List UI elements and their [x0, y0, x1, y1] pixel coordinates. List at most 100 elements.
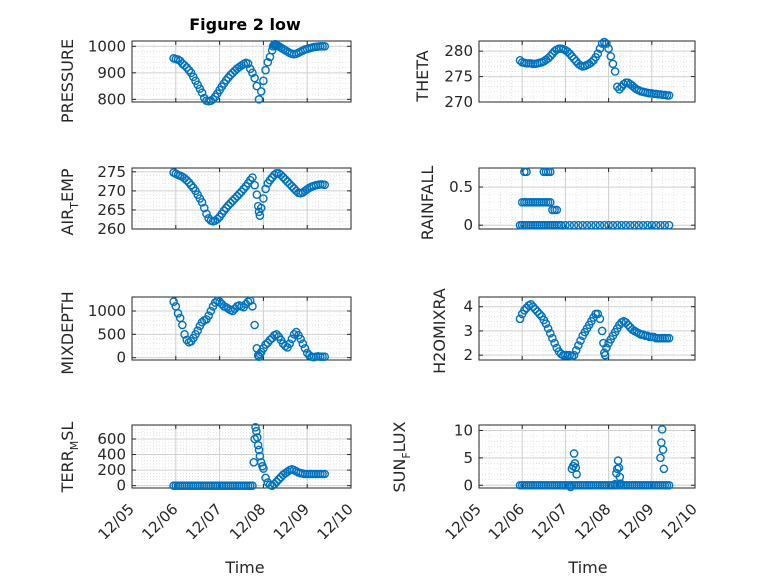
data-point: [289, 330, 299, 339]
data-point: [285, 179, 294, 189]
data-point: [197, 198, 207, 207]
data-point: [608, 59, 618, 69]
data-point: [621, 220, 631, 230]
data-point: [561, 220, 570, 230]
data-point: [253, 440, 263, 450]
data-point: [623, 320, 633, 330]
data-point: [298, 339, 308, 348]
data-point: [256, 87, 266, 96]
data-point: [543, 53, 553, 63]
y-tick-label: 0: [116, 349, 126, 367]
y-tick-label: 0: [116, 477, 126, 495]
data-point: [612, 464, 622, 474]
data-point: [522, 167, 531, 177]
data-point: [526, 299, 536, 309]
data-point: [215, 297, 224, 306]
axes-frame: [478, 40, 696, 103]
data-point: [656, 453, 665, 463]
ylabel-rainfall: RAINFALL: [418, 166, 437, 241]
data-point: [265, 335, 275, 345]
y-tick-label: 270: [97, 182, 126, 200]
data-point: [226, 70, 235, 80]
data-point: [283, 177, 292, 187]
ylabel-pressure: PRESSURE: [58, 39, 77, 123]
data-point: [230, 194, 240, 203]
data-point: [254, 95, 264, 104]
data-point: [243, 59, 253, 68]
data-point: [571, 346, 581, 355]
data-point: [204, 311, 213, 320]
data-point: [595, 314, 605, 324]
data-point: [197, 88, 207, 98]
data-point: [543, 324, 553, 333]
data-point: [248, 481, 257, 490]
data-point: [213, 214, 222, 224]
data-point: [634, 220, 644, 230]
data-point: [569, 220, 579, 230]
data-point: [261, 340, 270, 349]
data-point: [228, 196, 238, 206]
data-point: [261, 65, 270, 75]
y-tick-label: 0.5: [449, 178, 473, 196]
data-point: [602, 39, 611, 48]
data-point: [184, 65, 194, 75]
data-point: [545, 329, 555, 338]
data-point: [630, 83, 639, 93]
y-tick-label: 2: [463, 346, 473, 364]
data-point: [530, 304, 540, 314]
data-point: [270, 479, 279, 489]
data-point: [612, 220, 622, 230]
data-point: [595, 44, 605, 53]
figure-title: Figure 2 low: [189, 15, 301, 34]
data-point: [250, 320, 259, 330]
data-point: [296, 334, 305, 344]
x-axis-label-right: Time: [567, 558, 607, 577]
data-point: [572, 470, 581, 479]
data-point: [621, 318, 631, 327]
data-point: [567, 51, 577, 61]
y-tick-label: 0: [463, 476, 473, 494]
data-point: [597, 326, 607, 336]
data-point: [199, 203, 209, 213]
data-point: [193, 326, 202, 335]
y-tick-label: 0: [463, 216, 473, 234]
data-point: [533, 307, 542, 316]
data-point: [657, 425, 667, 434]
axes-frame: [131, 40, 352, 103]
data-point: [272, 330, 281, 339]
data-point: [617, 220, 626, 230]
data-point: [528, 302, 538, 311]
data-point: [254, 445, 264, 455]
data-point: [569, 54, 579, 64]
subplot-5: 0 500 1000: [88, 296, 352, 367]
data-point: [287, 181, 297, 191]
data-point: [651, 220, 661, 230]
data-point: [320, 42, 330, 51]
data-point: [602, 343, 611, 353]
data-point: [582, 220, 592, 230]
subplot-6: 2 3 4: [463, 296, 696, 364]
data-point: [250, 73, 259, 83]
data-point: [593, 309, 603, 319]
data-point: [226, 198, 235, 208]
data-point: [548, 333, 557, 343]
data-point: [515, 314, 525, 324]
data-point: [545, 51, 555, 61]
y-tick-label: 3: [463, 322, 473, 340]
data-point: [248, 173, 257, 182]
data-point: [574, 220, 583, 230]
axes-frame: [478, 296, 696, 361]
data-point: [259, 194, 268, 203]
data-point: [610, 479, 620, 489]
data-point: [274, 475, 284, 484]
data-point: [263, 57, 273, 67]
y-tick-label: 400: [97, 446, 126, 464]
y-tick-label: 5: [463, 449, 473, 467]
data-point: [599, 37, 609, 47]
y-tick-label: 275: [97, 163, 126, 181]
y-tick-label: 600: [97, 430, 126, 448]
data-point: [206, 306, 216, 316]
data-point: [638, 220, 648, 230]
